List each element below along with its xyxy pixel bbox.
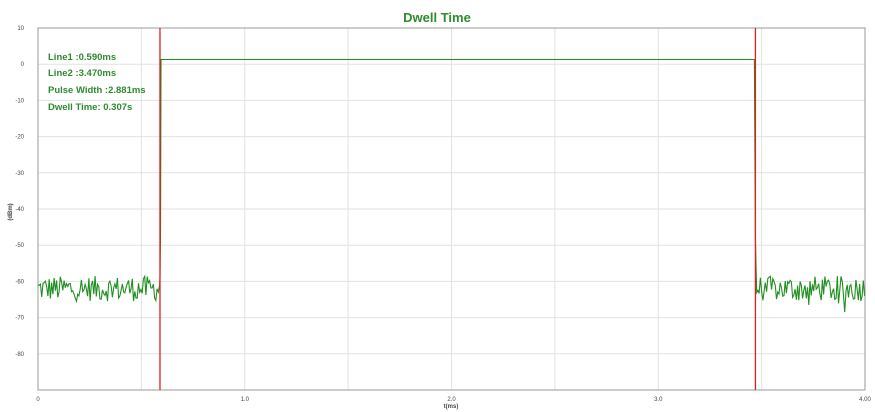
annotation-line1: Line1 :0.590ms [48, 52, 116, 63]
y-tick-label: -30 [15, 171, 24, 177]
series-line [37, 58, 866, 313]
x-tick-label: 4.00 [859, 397, 871, 403]
x-tick-label: 2.0 [447, 397, 456, 403]
y-tick-label: -40 [15, 207, 24, 213]
annotation-line2: Line2 :3.470ms [48, 68, 116, 79]
y-tick-label: -80 [15, 352, 24, 358]
y-axis-ticks: 10 0 -10 -20 -30 -40 -50 -60 -70 -80 [15, 26, 24, 358]
y-tick-label: 10 [17, 26, 24, 32]
annotation-pulse-width: Pulse Width :2.881ms [48, 85, 146, 96]
y-axis-label: (dBm) [8, 203, 14, 220]
x-tick-label: 3.0 [654, 397, 663, 403]
x-tick-label: 0 [36, 397, 40, 403]
x-axis-label: t(ms) [444, 404, 459, 410]
y-tick-label: -50 [15, 243, 24, 249]
annotation-dwell-time: Dwell Time: 0.307s [48, 102, 132, 113]
y-tick-label: 0 [21, 62, 25, 68]
marker-lines [159, 28, 757, 390]
annotation-box: Line1 :0.590ms Line2 :3.470ms Pulse Widt… [48, 52, 146, 113]
grid-lines [38, 27, 865, 390]
y-tick-label: -60 [15, 279, 24, 285]
y-tick-label: -10 [15, 98, 24, 104]
series-group [37, 58, 866, 313]
y-tick-label: -20 [15, 135, 24, 141]
y-tick-label: -70 [15, 316, 24, 322]
x-tick-label: 1.0 [241, 397, 250, 403]
chart-title: Dwell Time [403, 10, 471, 25]
x-axis-ticks: 0 1.0 2.0 3.0 4.00 [36, 397, 871, 403]
plot-area [37, 27, 866, 391]
